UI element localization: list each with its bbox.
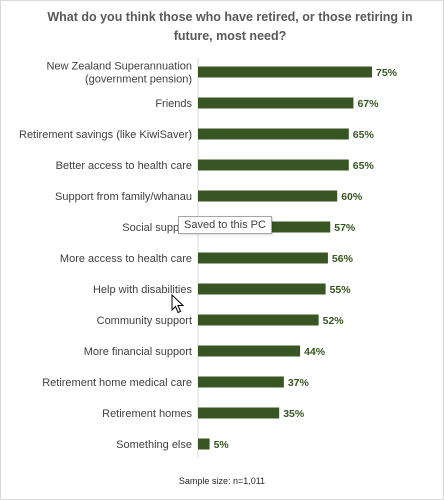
bar: [198, 345, 301, 357]
data-label: 37%: [288, 377, 310, 389]
sample-size-note: Sample size: n=1,011: [178, 476, 266, 486]
category-label: Retirement homes: [102, 408, 192, 420]
data-label: 60%: [341, 191, 363, 203]
bar: [198, 283, 326, 295]
data-label: 65%: [353, 129, 375, 141]
category-label: More access to health care: [60, 253, 192, 265]
category-label: Friends: [155, 98, 192, 110]
data-label: 67%: [357, 98, 379, 110]
data-label: 5%: [214, 439, 230, 451]
category-label: Retirement home medical care: [42, 377, 192, 389]
category-label: Social support: [122, 222, 192, 234]
mouse-pointer-icon: [171, 294, 185, 314]
category-label: More financial support: [84, 346, 192, 358]
bar: [198, 438, 210, 450]
category-label: Something else: [116, 439, 192, 451]
category-label: Support from family/whanau: [55, 191, 192, 203]
category-label: Help with disabilities: [93, 284, 193, 296]
category-label: Better access to health care: [56, 160, 192, 172]
bar: [198, 159, 349, 171]
bar: [198, 190, 338, 202]
bar: [198, 252, 328, 264]
category-label: New Zealand Superannuation (government pe…: [46, 61, 192, 86]
bar: [198, 66, 372, 78]
category-label: Community support: [97, 315, 192, 327]
bar: [198, 376, 284, 388]
chart-title: What do you think those who have retired…: [47, 10, 413, 43]
bar: [198, 128, 349, 140]
data-label: 52%: [323, 315, 345, 327]
data-label: 35%: [283, 408, 305, 420]
saved-tooltip: Saved to this PC: [178, 216, 272, 234]
data-label: 44%: [304, 346, 326, 358]
data-label: 57%: [334, 222, 356, 234]
bar: [198, 97, 354, 109]
bar: [198, 407, 280, 419]
data-label: 65%: [353, 160, 375, 172]
data-label: 55%: [330, 284, 352, 296]
data-label: 56%: [332, 253, 354, 265]
bar: [198, 314, 319, 326]
data-label: 75%: [376, 67, 398, 79]
category-label: Retirement savings (like KiwiSaver): [19, 129, 192, 141]
